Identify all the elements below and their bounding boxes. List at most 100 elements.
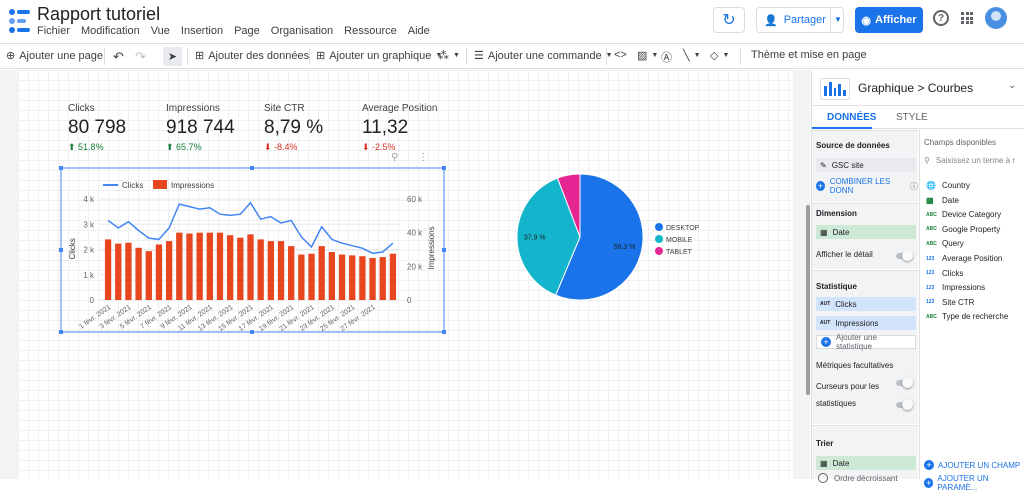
metric-sliders-toggle[interactable] xyxy=(896,399,913,410)
add-data-button[interactable]: ⊞ Ajouter des données xyxy=(195,49,310,63)
available-field[interactable]: ABC Device Category xyxy=(926,210,1001,219)
dimension-section: Dimension ▦ Date Afficher le détail xyxy=(812,203,918,269)
pie-chart[interactable]: 56,3 % 37,9 % DESKTOP MOBILE TABLET xyxy=(18,70,793,479)
caret-down-icon: ▼ xyxy=(605,52,613,59)
data-source-chip[interactable]: ✎ GSC site xyxy=(816,158,916,172)
help-icon[interactable]: ? xyxy=(933,10,949,26)
sort-desc-radio[interactable]: Ordre décroissant xyxy=(818,473,898,483)
available-field[interactable]: 123 Average Position xyxy=(926,254,1002,263)
toolbar: ⊕ Ajouter une page ↶ ↷ ➤ ⊞ Ajouter des don… xyxy=(0,43,1024,69)
redo-button[interactable]: ↷ xyxy=(135,49,146,65)
menu-insertion[interactable]: Insertion xyxy=(180,25,224,37)
chevron-down-icon[interactable]: ▼ xyxy=(834,15,842,24)
add-parameter-button[interactable]: + AJOUTER UN PARAMÈ... xyxy=(924,474,1024,492)
resize-handle xyxy=(59,166,63,170)
combo-chart[interactable]: Clicks Impressions 0 1 k 2 k 3 k 4 k 0 20 k 40 k 6… xyxy=(18,70,793,479)
refresh-button[interactable]: ↻ xyxy=(713,7,745,33)
add-data-label: Ajouter des données xyxy=(208,49,310,62)
metric-chip-clicks[interactable]: AUT Clicks xyxy=(816,297,916,311)
available-field[interactable]: 123 Clicks xyxy=(926,269,963,278)
more-vert-icon[interactable]: ⋮ xyxy=(418,152,429,163)
available-field[interactable]: ▦ Date xyxy=(926,196,959,205)
impressions-bar xyxy=(267,241,274,300)
drill-icon[interactable]: ⚲ xyxy=(391,152,399,163)
scorecard-ctr[interactable]: Site CTR 8,79 % ⬇ -8.4% xyxy=(264,103,323,153)
add-parameter-label: AJOUTER UN PARAMÈ... xyxy=(937,474,989,492)
impressions-bar xyxy=(257,239,264,300)
app-header: Rapport tutoriel Fichier Modification Vu… xyxy=(0,0,1024,42)
available-field[interactable]: ABC Query xyxy=(926,239,964,248)
scorecard-label: Site CTR xyxy=(264,103,305,114)
community-viz-button[interactable]: ⁂ ▼ xyxy=(438,49,460,62)
tab-data[interactable]: DONNÉES xyxy=(827,112,877,123)
pie-slice-desktop xyxy=(555,173,644,301)
scorecard-clicks[interactable]: Clicks 80 798 ⬆ 51.8% xyxy=(68,103,126,153)
menu-aide[interactable]: Aide xyxy=(407,25,430,37)
add-field-button[interactable]: + AJOUTER UN CHAMP xyxy=(924,460,1020,470)
add-chart-button[interactable]: ⊞ Ajouter un graphique ▼ xyxy=(316,49,442,63)
search-icon: ⚲ xyxy=(924,156,930,165)
avatar[interactable] xyxy=(985,7,1007,29)
available-field[interactable]: 🌐 Country xyxy=(926,181,970,190)
available-field[interactable]: ABC Google Property xyxy=(926,225,1000,234)
menu-organisation[interactable]: Organisation xyxy=(270,25,334,37)
impressions-bar xyxy=(176,232,183,300)
embed-button[interactable]: <> xyxy=(614,49,627,61)
properties-panel: Graphique > Courbes ⌄ DONNÉES STYLE Sour… xyxy=(811,70,1024,492)
view-button[interactable]: ◉ Afficher xyxy=(855,7,923,33)
combo-chart-icon xyxy=(820,78,850,100)
impressions-bar xyxy=(165,241,173,300)
numeric-type-icon: 123 xyxy=(926,270,935,277)
report-canvas[interactable]: Clicks 80 798 ⬆ 51.8% Impressions 918 74… xyxy=(18,70,793,479)
tab-style[interactable]: STYLE xyxy=(896,112,928,123)
available-field[interactable]: 123 Site CTR xyxy=(926,298,974,307)
field-search[interactable]: ⚲ Saisissez un terme à r xyxy=(924,156,1015,165)
add-control-button[interactable]: ☰ Ajouter une commande ▼ xyxy=(474,49,613,63)
add-circle-icon: + xyxy=(821,337,831,347)
impressions-bar xyxy=(349,255,356,300)
shape-button[interactable]: ◇ ▼ xyxy=(710,49,729,62)
chevron-down-icon[interactable]: ⌄ xyxy=(1008,80,1017,91)
sort-field-name: Date xyxy=(832,458,850,468)
line-button[interactable]: ╲ ▼ xyxy=(683,49,701,62)
available-field[interactable]: ABC Type de recherche xyxy=(926,312,1008,321)
text-type-icon: ABC xyxy=(926,313,937,320)
share-button[interactable]: 👤 Partager ▼ xyxy=(756,7,844,33)
field-name: Site CTR xyxy=(942,297,975,307)
menu-modification[interactable]: Modification xyxy=(81,25,140,37)
text-button[interactable]: Ⓐ xyxy=(661,49,672,65)
blend-label: COMBINER LES DONN xyxy=(829,177,891,195)
impressions-bar xyxy=(328,252,336,300)
add-metric-button[interactable]: + Ajouter une statistique xyxy=(816,333,916,351)
chart-type-breadcrumb[interactable]: Graphique > Courbes xyxy=(858,81,973,95)
report-title[interactable]: Rapport tutoriel xyxy=(37,4,161,24)
numeric-type-icon: 123 xyxy=(926,299,935,306)
scorecard-impressions[interactable]: Impressions 918 744 ⬆ 65.7% xyxy=(166,103,235,153)
undo-button[interactable]: ↶ xyxy=(113,49,124,65)
metric-chip-impressions[interactable]: AUT Impressions xyxy=(816,316,916,330)
theme-layout-button[interactable]: Thème et mise en page xyxy=(751,49,867,61)
canvas-scrollbar[interactable] xyxy=(806,205,810,395)
menu-vue[interactable]: Vue xyxy=(150,25,170,37)
optional-metrics-toggle[interactable] xyxy=(896,377,913,388)
sort-field-chip[interactable]: ▦ Date xyxy=(816,456,916,470)
add-page-button[interactable]: ⊕ Ajouter une page xyxy=(6,49,103,63)
section-title: Trier xyxy=(816,439,834,448)
legend-label: Clicks xyxy=(122,181,143,190)
select-tool-button[interactable]: ➤ xyxy=(163,47,182,66)
chart-subtype-label: Courbes xyxy=(927,81,974,95)
scorecard-position[interactable]: Average Position 11,32 ⬇ -2.5% xyxy=(362,103,437,153)
menu-page[interactable]: Page xyxy=(234,25,260,37)
y2-tick-label: 0 xyxy=(407,296,412,305)
drill-down-toggle[interactable] xyxy=(896,250,913,261)
blend-data-link[interactable]: + COMBINER LES DONN ⓘ xyxy=(816,177,918,195)
pie-legend-label: DESKTOP xyxy=(666,225,700,232)
dimension-chip[interactable]: ▦ Date xyxy=(816,225,916,239)
available-field[interactable]: 123 Impressions xyxy=(926,283,985,292)
numeric-type-icon: 123 xyxy=(926,255,935,262)
menu-ressource[interactable]: Ressource xyxy=(344,25,397,37)
menu-fichier[interactable]: Fichier xyxy=(37,25,71,37)
image-button[interactable]: ▨ ▼ xyxy=(637,49,658,62)
apps-grid-icon[interactable] xyxy=(961,12,973,24)
redo-icon: ↷ xyxy=(135,49,146,64)
